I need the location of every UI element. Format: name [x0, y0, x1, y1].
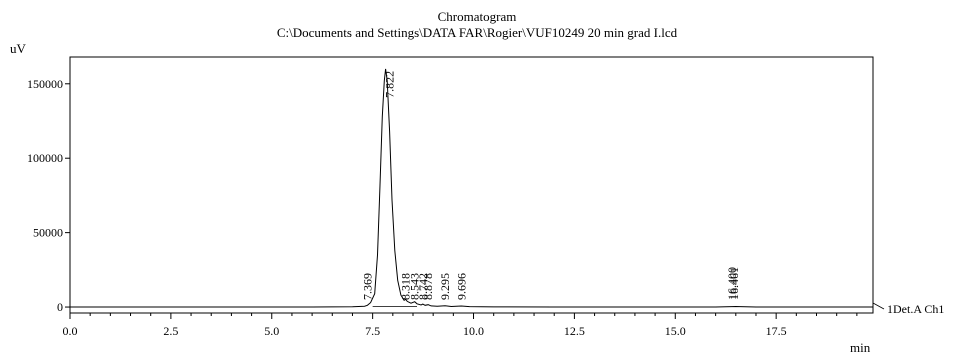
x-tick-label: 0.0: [63, 324, 78, 338]
x-tick-label: 12.5: [564, 324, 585, 338]
legend-marker-line: [872, 302, 885, 310]
peak-label: 9.295: [438, 273, 452, 300]
peak-label: 8.543: [408, 273, 422, 300]
x-axis-label: min: [850, 340, 871, 355]
chart-title: Chromatogram: [438, 9, 517, 24]
chart-subtitle: C:\Documents and Settings\DATA FAR\Rogie…: [277, 25, 678, 40]
x-axis-ticks: 0.0 2.5 5.0 7.5 10.0 12.5 15.0 17.5: [63, 313, 858, 338]
x-tick-label: 15.0: [665, 324, 686, 338]
peak-label: 8.318: [399, 273, 413, 300]
y-tick-label: 0: [57, 300, 63, 314]
y-tick-label: 100000: [27, 151, 63, 165]
peak-label: 8.742: [416, 273, 430, 300]
plot-frame: [69, 56, 874, 314]
peak-label: 16.400: [725, 267, 739, 300]
y-tick-label: 50000: [33, 226, 63, 240]
x-tick-label: 10.0: [463, 324, 484, 338]
x-tick-label: 7.5: [365, 324, 380, 338]
peak-label: 7.369: [360, 273, 374, 300]
peak-label: 7.822: [383, 71, 397, 98]
y-axis-ticks: 0 50000 100000 150000: [27, 77, 70, 314]
peak-label: 16.461: [727, 267, 741, 300]
x-tick-label: 5.0: [264, 324, 279, 338]
x-tick-label: 2.5: [163, 324, 178, 338]
legend-entry-1det-a-ch1: 1Det.A Ch1: [887, 302, 944, 316]
peak-label: 9.696: [454, 273, 468, 300]
peak-label: 8.878: [421, 273, 435, 300]
y-axis-label: uV: [10, 41, 27, 56]
x-tick-label: 17.5: [766, 324, 787, 338]
y-tick-label: 150000: [27, 77, 63, 91]
series-line-1det-a-ch1: [70, 68, 873, 308]
